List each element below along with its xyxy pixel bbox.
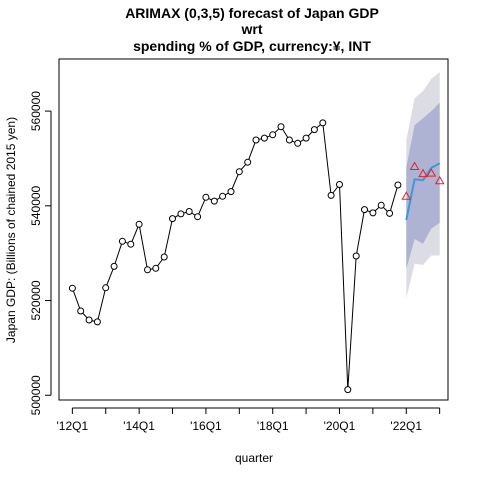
actual-point-triangle (418, 168, 428, 178)
x-tick-label: '20Q1 (324, 419, 356, 433)
observed-point (110, 262, 118, 270)
observed-point (336, 181, 343, 188)
observed-point (310, 126, 318, 134)
observed-point (210, 197, 218, 205)
observed-point (135, 220, 143, 228)
chart-title-line-2: wrt (241, 21, 263, 37)
chart-title-line-3: spending % of GDP, currency:¥, INT (133, 38, 371, 54)
observed-point (93, 318, 101, 326)
chart-title-line-1: ARIMAX (0,3,5) forecast of Japan GDP (125, 5, 379, 21)
observed-point (160, 253, 168, 261)
interval-band-inner (406, 102, 440, 270)
observed-point (227, 188, 235, 196)
actual-point-triangle (434, 175, 445, 185)
x-axis-label: quarter (235, 451, 273, 465)
observed-point (194, 213, 202, 221)
observed-point (302, 134, 310, 142)
observed-point (102, 284, 110, 292)
observed-point (369, 209, 377, 217)
observed-point (185, 208, 193, 215)
x-tick-label: '14Q1 (123, 419, 155, 433)
observed-point (352, 252, 360, 260)
observed-point (386, 209, 394, 217)
forecast-line (405, 162, 441, 221)
x-tick-label: '12Q1 (57, 419, 89, 433)
observed-point (77, 307, 85, 315)
observed-point (377, 201, 385, 209)
observed-point (285, 136, 293, 144)
observed-point (152, 264, 160, 272)
y-tick-label: 500000 (29, 375, 43, 415)
y-axis-label: Japan GDP: (Billions of chained 2015 yen… (4, 117, 18, 343)
plot-frame (58, 58, 449, 401)
observed-point (235, 168, 243, 176)
observed-point (118, 237, 126, 245)
actual-point-triangle (401, 191, 412, 200)
observed-point (294, 139, 302, 147)
observed-point (68, 284, 76, 292)
observed-point (244, 158, 252, 166)
observed-point (144, 266, 151, 274)
observed-point (127, 240, 135, 248)
observed-point (394, 181, 402, 189)
observed-point (277, 123, 285, 131)
observed-point (319, 119, 327, 127)
observed-point (344, 386, 352, 394)
observed-point (361, 206, 368, 214)
observed-point (327, 191, 335, 199)
observed-point (177, 210, 185, 218)
actual-point-triangle (409, 161, 420, 170)
observed-point (269, 131, 277, 139)
observed-point (260, 134, 268, 142)
actual-point-triangle (426, 168, 437, 177)
observed-point (85, 316, 93, 324)
observed-point (202, 193, 210, 201)
x-tick-label: '22Q1 (390, 419, 422, 433)
observed-point (169, 215, 176, 223)
observed-line (71, 121, 399, 390)
y-tick-label: 560000 (29, 91, 43, 131)
y-tick-label: 540000 (29, 185, 43, 225)
observed-point (252, 136, 260, 144)
observed-point (219, 192, 227, 200)
x-tick-label: '18Q1 (257, 419, 289, 433)
x-tick-label: '16Q1 (190, 419, 222, 433)
y-tick-label: 520000 (29, 280, 43, 320)
